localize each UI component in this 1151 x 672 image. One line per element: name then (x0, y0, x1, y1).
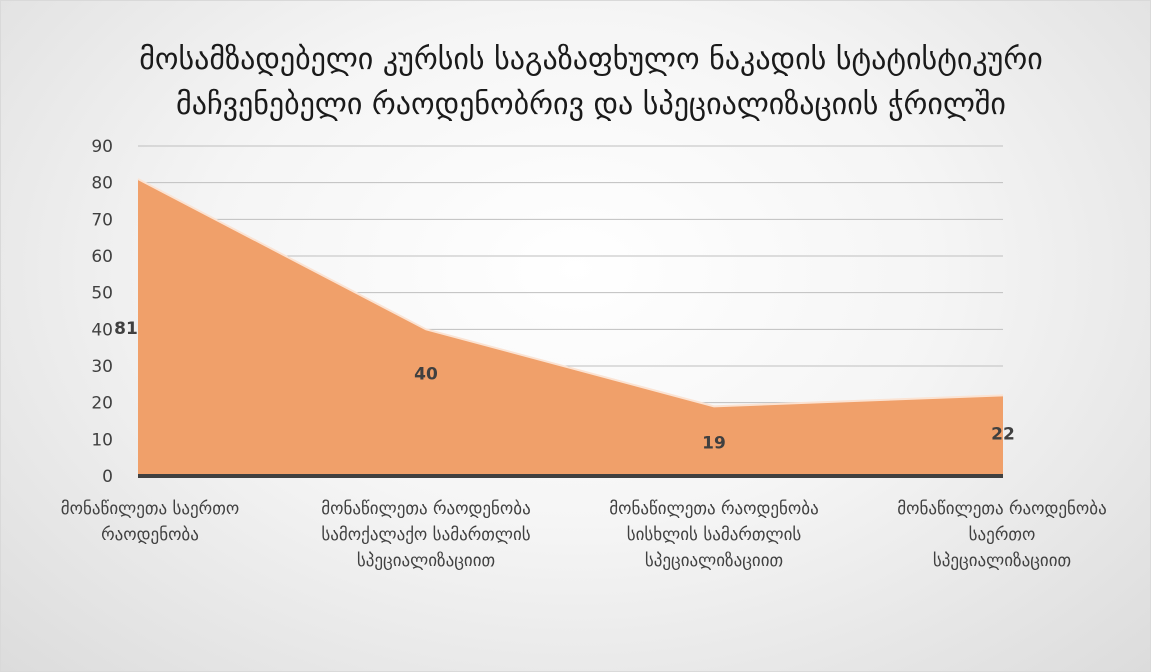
data-labels: 81 40 19 22 (114, 319, 1015, 453)
y-tick-label: 30 (91, 357, 113, 377)
area-series (137, 178, 1004, 476)
y-tick-label: 0 (102, 467, 113, 487)
y-tick-label: 40 (91, 320, 113, 340)
x-category-label-line: სისხლის სამართლის (626, 525, 802, 545)
y-tick-label: 70 (91, 210, 113, 230)
y-axis-ticks: 0 10 20 30 40 50 60 70 80 90 (91, 137, 113, 487)
y-tick-label: 10 (91, 430, 113, 450)
y-tick-label: 80 (91, 174, 113, 194)
x-category-label: მონაწილეთა საერთო რაოდენობა (5, 496, 295, 548)
data-label: 81 (114, 319, 138, 339)
x-category-label-line: სპეციალიზაციით (932, 551, 1072, 571)
x-category-label-line: სამოქალაქო სამართლის (321, 525, 531, 545)
y-tick-label: 90 (91, 137, 113, 157)
x-category-label: მონაწილეთა რაოდენობა სისხლის სამართლის სპე… (569, 496, 859, 574)
x-category-label-line: სპეციალიზაციით (644, 551, 784, 571)
x-category-label: მონაწილეთა რაოდენობა სამოქალაქო სამართლის… (281, 496, 571, 574)
data-label: 22 (991, 424, 1015, 444)
x-category-label-line: საერთო (968, 525, 1036, 545)
y-tick-label: 50 (91, 284, 113, 304)
y-tick-label: 60 (91, 247, 113, 267)
chart-title: მოსამზადებელი კურსის საგაზაფხულო ნაკადის… (139, 42, 1043, 122)
area-fill (138, 179, 1003, 476)
y-tick-label: 20 (91, 394, 113, 414)
data-label: 19 (702, 433, 726, 453)
x-category-label-line: სპეციალიზაციით (356, 551, 496, 571)
x-category-label-line: მონაწილეთა რაოდენობა (609, 499, 819, 519)
x-category-label-line: მონაწილეთა რაოდენობა (321, 499, 531, 519)
area-edge (137, 178, 1004, 408)
x-category-label-line: რაოდენობა (101, 525, 199, 545)
data-label: 40 (414, 364, 438, 384)
x-category-label-line: მონაწილეთა რაოდენობა (897, 499, 1107, 519)
x-category-label: მონაწილეთა რაოდენობა საერთო სპეციალიზაციით (857, 496, 1147, 574)
x-category-label-line: მონაწილეთა საერთო (60, 499, 240, 519)
